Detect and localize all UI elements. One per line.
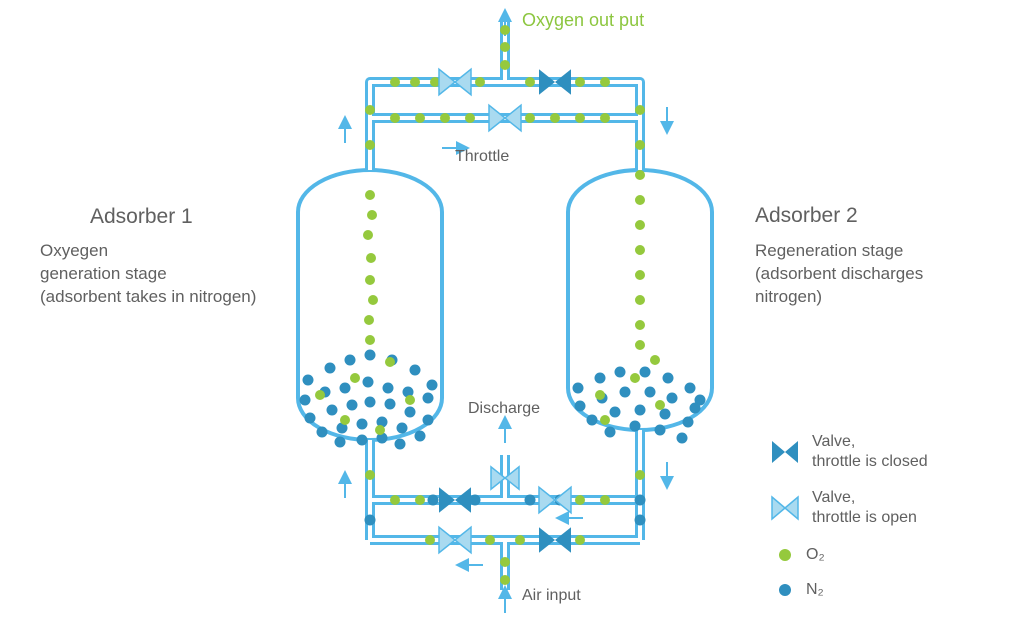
oxygen-out-label: Oxygen out put bbox=[522, 8, 644, 32]
adsorber1-desc: Oxyegen generation stage (adsorbent take… bbox=[40, 240, 256, 309]
throttle-label: Throttle bbox=[455, 146, 509, 168]
legend-valve-open: Valve, throttle is open bbox=[770, 488, 917, 528]
psa-diagram bbox=[0, 0, 1024, 630]
legend-valve-closed: Valve, throttle is closed bbox=[770, 432, 928, 472]
adsorber2-title: Adsorber 2 bbox=[755, 202, 858, 230]
adsorber1-title: Adsorber 1 bbox=[90, 203, 193, 231]
legend-valve-open-label: Valve, throttle is open bbox=[812, 488, 917, 528]
legend-n2-label: N₂ bbox=[806, 580, 824, 600]
legend-o2-label: O₂ bbox=[806, 545, 825, 565]
legend-n2: N₂ bbox=[776, 580, 824, 600]
adsorber2-desc: Regeneration stage (adsorbent discharges… bbox=[755, 240, 923, 309]
legend-valve-closed-label: Valve, throttle is closed bbox=[812, 432, 928, 472]
discharge-label: Discharge bbox=[468, 398, 540, 420]
air-input-label: Air input bbox=[522, 585, 581, 607]
legend-o2: O₂ bbox=[776, 545, 825, 565]
